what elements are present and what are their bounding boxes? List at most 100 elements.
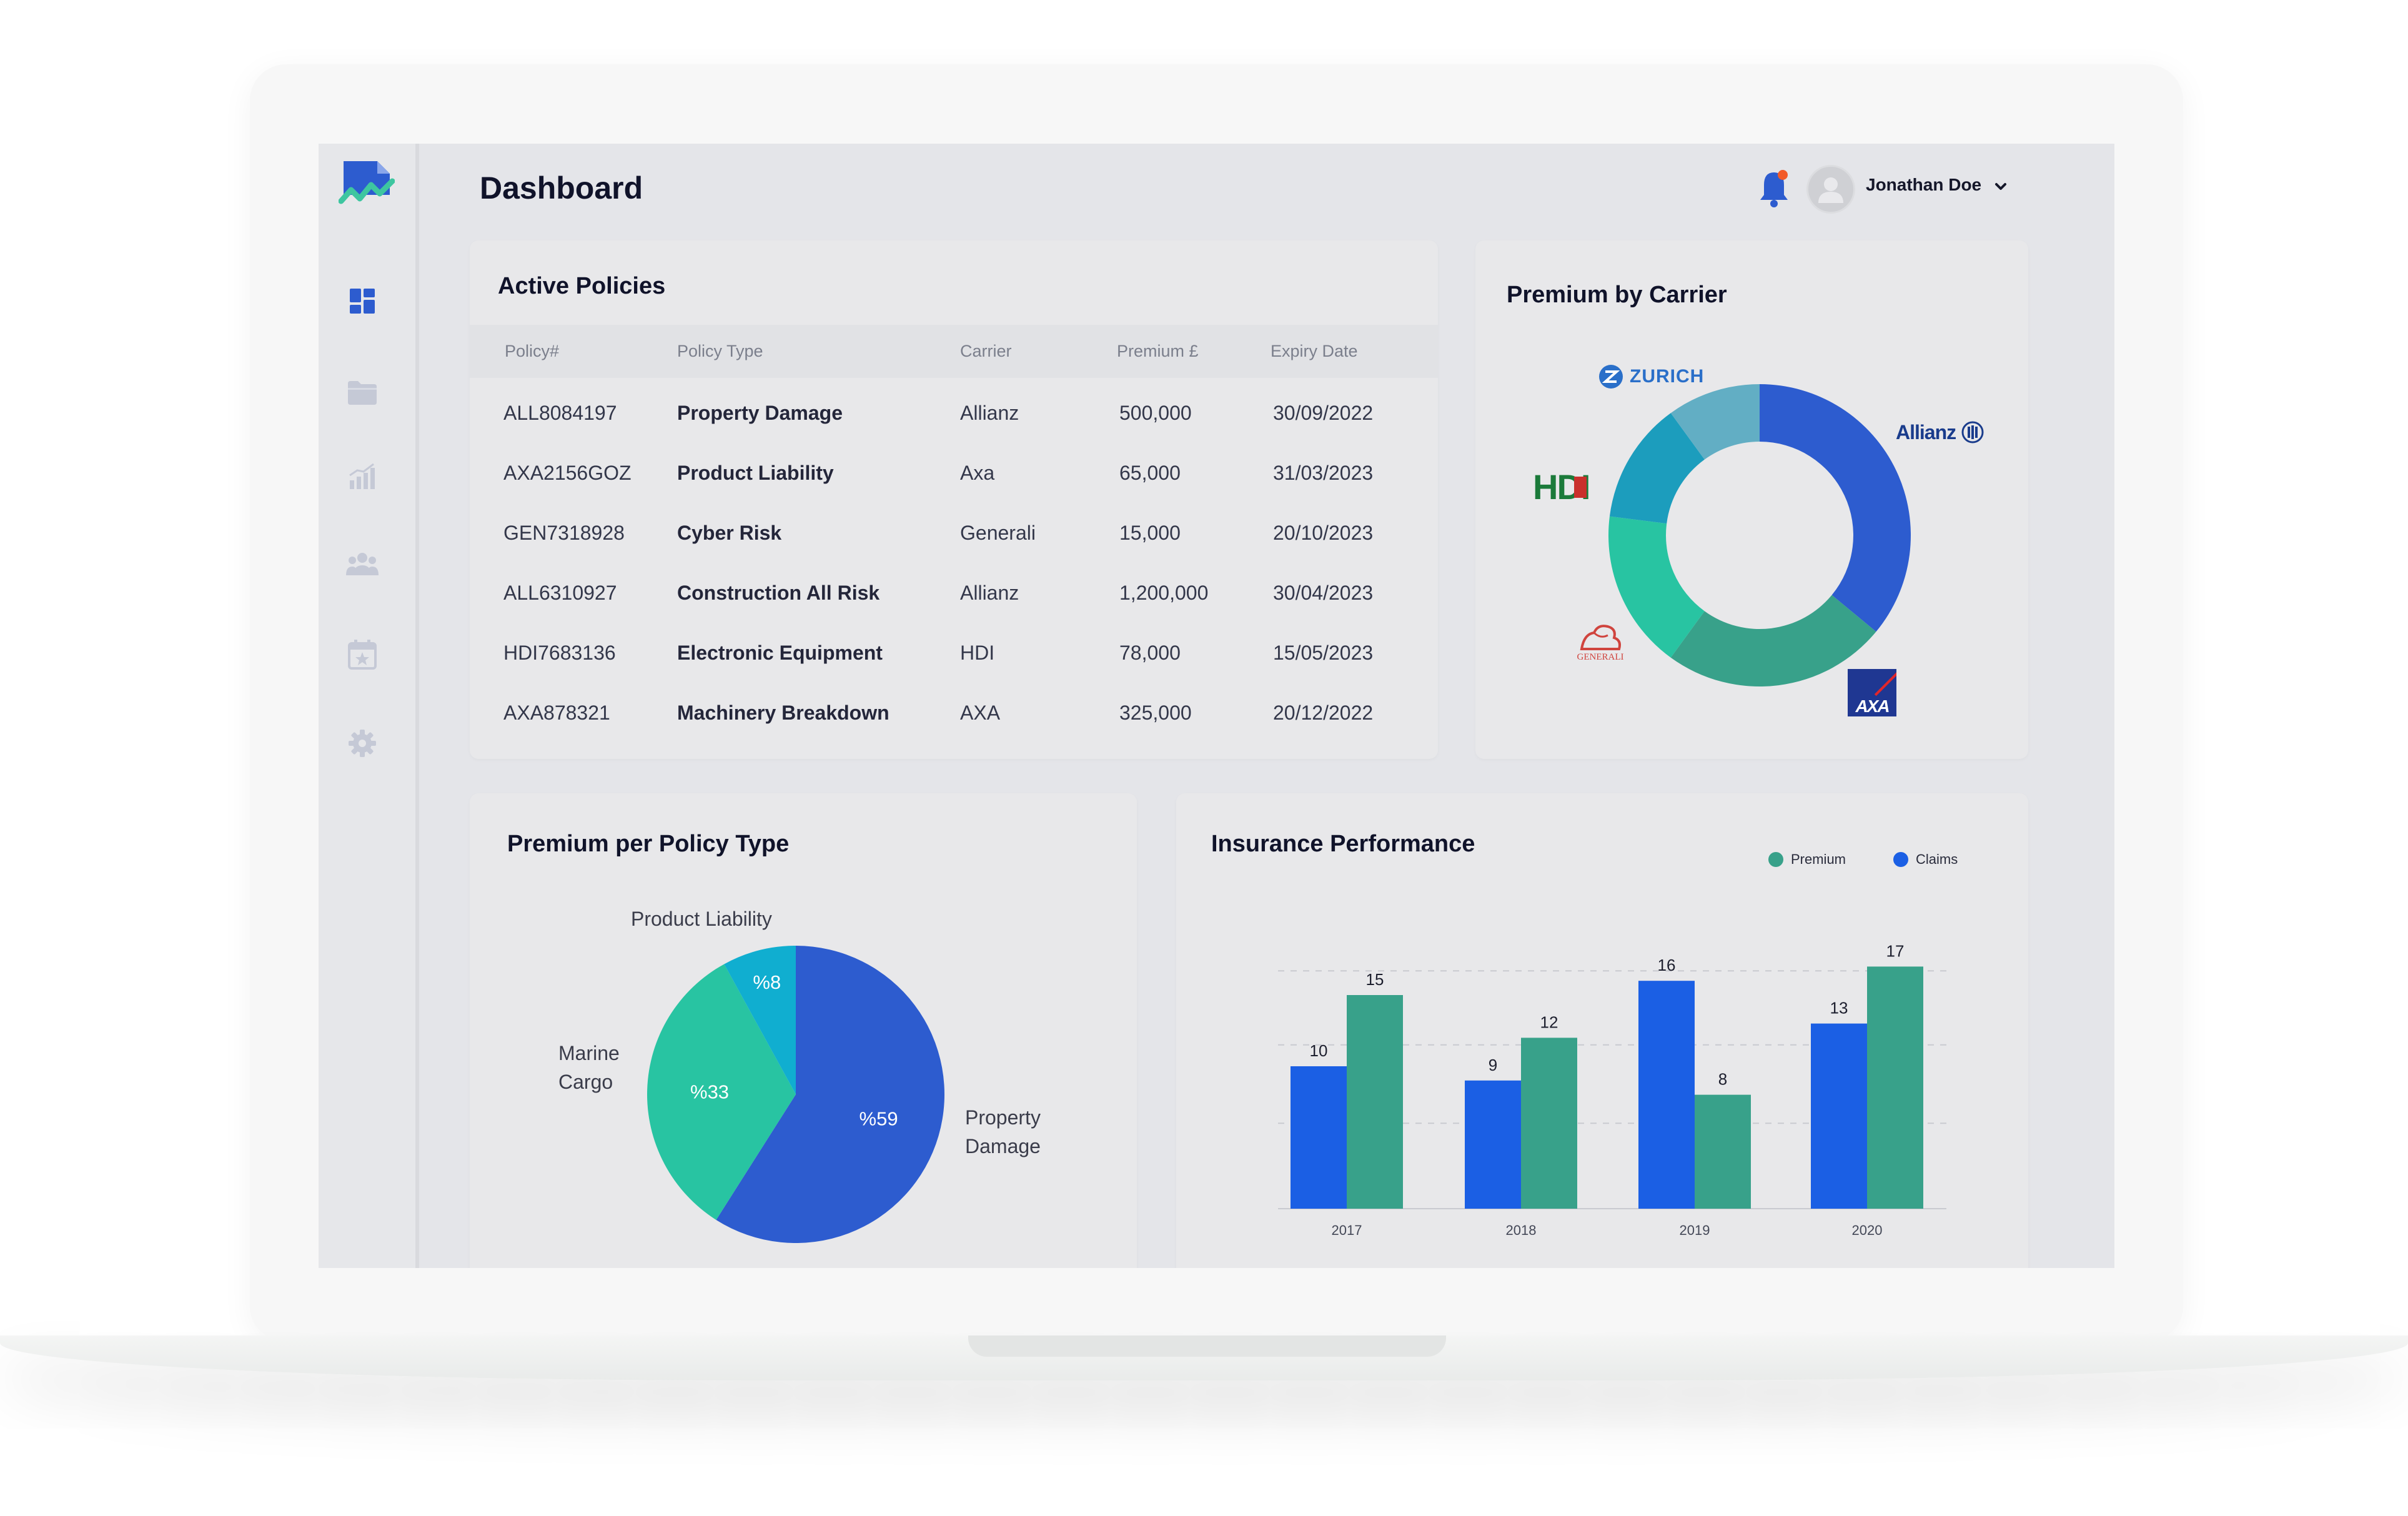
page-title: Dashboard xyxy=(480,171,643,206)
analytics-icon xyxy=(349,463,375,489)
pie-slice-product-liability[interactable] xyxy=(724,946,796,1094)
bar-claims-2019[interactable] xyxy=(1638,981,1695,1209)
app-logo-icon[interactable] xyxy=(339,157,395,214)
bar-claims-2018[interactable] xyxy=(1465,1080,1521,1209)
active-policies-title: Active Policies xyxy=(498,273,666,299)
premium: 325,000 xyxy=(1119,701,1192,724)
x-tick-label: 2020 xyxy=(1852,1222,1883,1238)
team-icon xyxy=(346,553,379,575)
carrier: Axa xyxy=(960,462,995,484)
pie-slice-property-damage[interactable] xyxy=(716,946,944,1243)
policy-type: Property Damage xyxy=(677,402,843,424)
generali-logo-text: GENERALI xyxy=(1577,652,1624,662)
premium: 15,000 xyxy=(1119,522,1181,544)
col-policy-number[interactable]: Policy# xyxy=(505,342,560,360)
bar-premium-2020[interactable] xyxy=(1867,966,1923,1209)
label-marine-cargo: Marine Cargo xyxy=(558,1039,620,1096)
label-marine-line1: Marine xyxy=(558,1042,620,1064)
legend-claims-dot xyxy=(1893,852,1908,867)
x-tick-label: 2019 xyxy=(1680,1222,1710,1238)
bar-claims-2020[interactable] xyxy=(1811,1023,1867,1209)
donut-slice-hdi[interactable] xyxy=(1609,413,1705,524)
zurich-logo-icon xyxy=(1599,365,1623,389)
carrier: Generali xyxy=(960,522,1036,544)
label-product-liability: Product Liability xyxy=(631,908,772,930)
col-policy-type[interactable]: Policy Type xyxy=(677,342,763,360)
legend-claims-label: Claims xyxy=(1916,851,1958,867)
nav-team[interactable] xyxy=(344,545,381,583)
expiry-date: 31/03/2023 xyxy=(1273,462,1374,484)
policy-number: AXA878321 xyxy=(503,701,610,724)
policy-number: ALL8084197 xyxy=(503,402,617,424)
nav-settings[interactable] xyxy=(344,725,381,762)
policy-number: GEN7318928 xyxy=(503,522,625,544)
folder-icon xyxy=(348,381,377,405)
bar-value-label: 15 xyxy=(1366,970,1384,989)
bar-value-label: 9 xyxy=(1489,1056,1497,1074)
bar-premium-2019[interactable] xyxy=(1695,1094,1751,1209)
policy-number: AXA2156GOZ xyxy=(503,462,632,484)
col-premium[interactable]: Premium £ xyxy=(1117,342,1199,360)
premium-per-policy-type-pie: %59 %33 %8 xyxy=(647,946,944,1243)
chevron-down-icon[interactable] xyxy=(1993,179,2009,195)
legend-premium-label: Premium xyxy=(1791,851,1846,867)
donut-slice-generali[interactable] xyxy=(1608,516,1705,658)
allianz-logo-text: Allianz xyxy=(1896,420,1956,443)
policy-number: HDI7683136 xyxy=(503,642,616,664)
generali-lion-icon xyxy=(1580,625,1621,650)
col-carrier[interactable]: Carrier xyxy=(960,342,1012,360)
allianz-logo-icon xyxy=(1961,421,1984,443)
user-name[interactable]: Jonathan Doe xyxy=(1866,175,1982,194)
bar-value-label: 8 xyxy=(1718,1070,1727,1089)
label-property-line1: Property xyxy=(965,1106,1041,1129)
nav-analytics[interactable] xyxy=(344,458,381,495)
policy-type: Product Liability xyxy=(677,462,834,484)
axa-logo: AXA xyxy=(1848,669,1896,716)
bar-value-label: 13 xyxy=(1830,999,1848,1018)
bar-claims-2017[interactable] xyxy=(1291,1066,1347,1209)
col-expiry-date[interactable]: Expiry Date xyxy=(1271,342,1358,360)
bar-value-label: 17 xyxy=(1886,941,1905,960)
premium-by-carrier-title: Premium by Carrier xyxy=(1507,282,1727,308)
notification-bell-icon[interactable] xyxy=(1755,167,1793,211)
donut-slice-zurich[interactable] xyxy=(1670,384,1760,460)
policy-type: Electronic Equipment xyxy=(677,642,883,664)
expiry-date: 20/10/2023 xyxy=(1273,522,1374,544)
sidebar xyxy=(319,144,419,1268)
pie-slice-marine-cargo[interactable] xyxy=(647,964,796,1220)
x-tick-label: 2018 xyxy=(1506,1222,1537,1238)
expiry-date: 30/04/2023 xyxy=(1273,582,1374,604)
zurich-logo-text: ZURICH xyxy=(1630,366,1705,387)
bar-premium-2018[interactable] xyxy=(1521,1038,1577,1209)
avatar[interactable] xyxy=(1806,165,1855,214)
carrier: HDI xyxy=(960,642,995,664)
policy-type: Construction All Risk xyxy=(677,582,880,604)
user-avatar-icon xyxy=(1818,177,1843,203)
axa-logo-slash xyxy=(1874,669,1896,696)
legend-claims[interactable]: Claims xyxy=(1893,851,1958,868)
premium-per-policy-type-title: Premium per Policy Type xyxy=(507,831,790,857)
laptop-notch xyxy=(968,1335,1446,1357)
donut-slice-axa[interactable] xyxy=(1670,595,1876,686)
insurance-performance-title: Insurance Performance xyxy=(1211,831,1475,857)
bar-premium-2017[interactable] xyxy=(1347,995,1403,1209)
hdi-logo-accent xyxy=(1574,477,1587,498)
axa-logo-text: AXA xyxy=(1855,696,1890,716)
premium: 1,200,000 xyxy=(1119,582,1209,604)
policy-type: Machinery Breakdown xyxy=(677,701,889,724)
premium: 500,000 xyxy=(1119,402,1192,424)
nav-dashboard[interactable] xyxy=(344,282,381,320)
donut-slice-allianz[interactable] xyxy=(1760,384,1911,632)
label-property-line2: Damage xyxy=(965,1135,1041,1157)
bar-value-label: 10 xyxy=(1310,1041,1328,1060)
expiry-date: 15/05/2023 xyxy=(1273,642,1374,664)
carrier: AXA xyxy=(960,701,1001,724)
nav-calendar[interactable] xyxy=(344,636,381,673)
nav-folders[interactable] xyxy=(344,374,381,411)
calendar-icon xyxy=(348,640,377,670)
label-property-damage: Property Damage xyxy=(965,1103,1041,1161)
expiry-date: 20/12/2022 xyxy=(1273,701,1374,724)
premium-per-policy-type-card: Premium per Policy Type %59 %33 %8 Product… xyxy=(470,793,1137,1268)
legend-premium[interactable]: Premium xyxy=(1768,851,1846,868)
x-tick-label: 2017 xyxy=(1332,1222,1362,1238)
